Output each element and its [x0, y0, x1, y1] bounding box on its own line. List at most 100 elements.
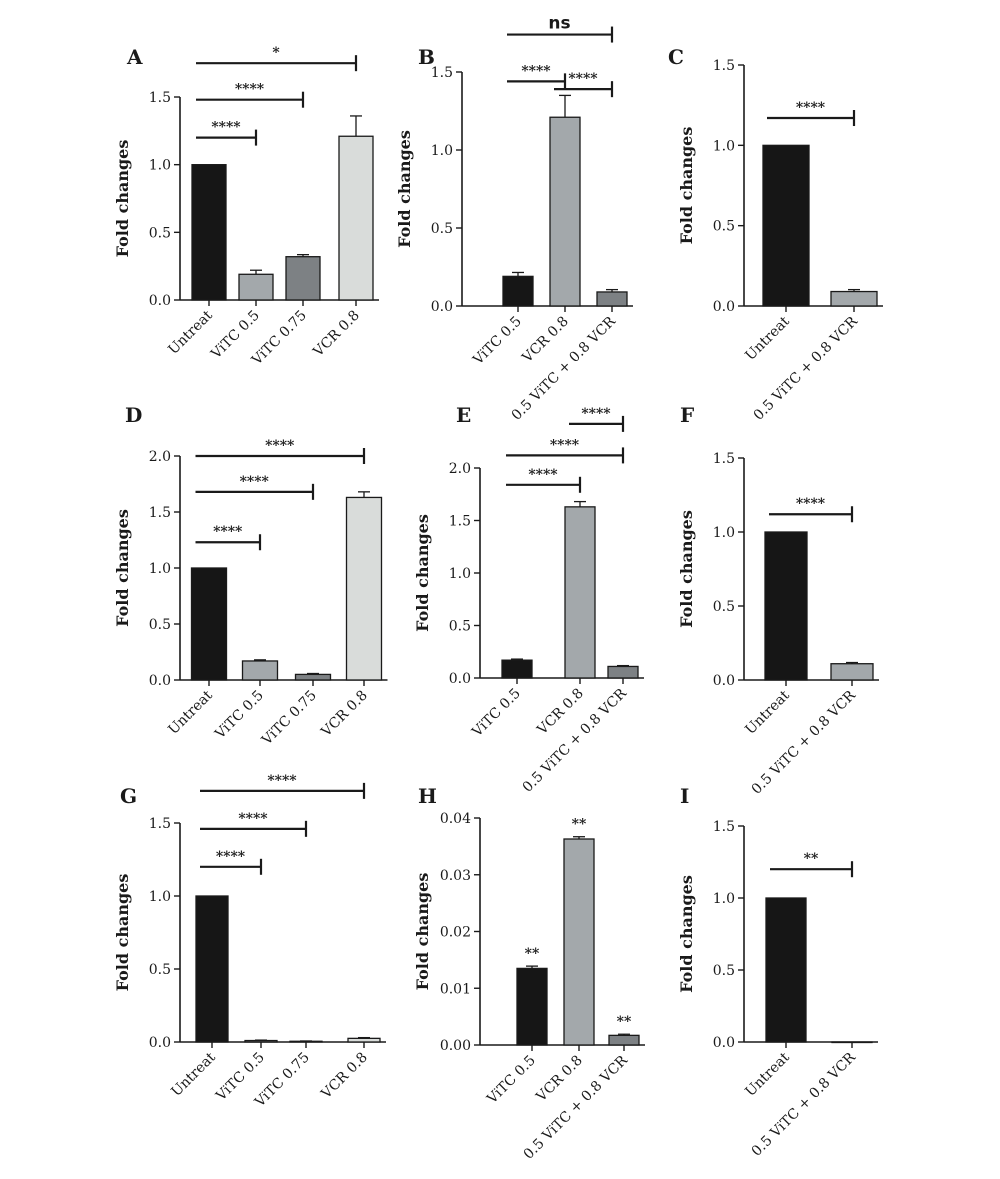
y-tick-label: 0.5 — [431, 221, 453, 237]
y-tick-label: 0.5 — [149, 962, 171, 978]
bar-1 — [762, 144, 810, 307]
significance-label: **** — [521, 63, 551, 79]
y-axis-title: Fold changes — [677, 510, 696, 628]
bar-3 — [596, 291, 628, 307]
y-tick-label: 0.0 — [149, 1035, 171, 1051]
bar-4 — [347, 1037, 381, 1043]
y-axis-title: Fold changes — [413, 873, 432, 991]
significance-label: **** — [796, 100, 826, 116]
significance-label: **** — [265, 438, 295, 454]
significance-label: **** — [216, 849, 246, 865]
y-tick-label: 0.5 — [449, 619, 471, 635]
panel-letter: D — [125, 403, 142, 427]
y-tick-label: 1.0 — [431, 143, 453, 159]
y-tick-label: 0.0 — [713, 1035, 735, 1051]
panel-letter: A — [126, 45, 143, 69]
y-tick-label: 0.00 — [440, 1038, 471, 1054]
y-tick-label: 0.5 — [149, 617, 171, 633]
panel-letter: G — [120, 784, 137, 808]
panel-letter: C — [668, 45, 684, 69]
panel-letter: H — [418, 784, 437, 808]
panel-letter: I — [680, 784, 689, 808]
panel-letter: B — [418, 45, 435, 69]
significance-label: **** — [238, 811, 268, 827]
y-tick-label: 1.0 — [149, 561, 171, 577]
bar-4 — [345, 496, 383, 681]
significance-label: ** — [617, 1014, 632, 1030]
significance-label: **** — [550, 437, 580, 453]
y-tick-label: 1.0 — [149, 158, 171, 174]
y-tick-label: 0.01 — [440, 981, 471, 997]
x-tick-label: VCR 0.8 — [318, 688, 371, 741]
y-tick-label: 1.0 — [713, 891, 735, 907]
significance-label: ** — [525, 946, 540, 962]
y-tick-label: 1.5 — [713, 58, 735, 74]
x-tick-label: ViTC 0.75 — [258, 688, 320, 750]
y-tick-label: 0.5 — [713, 963, 735, 979]
significance-label: **** — [581, 406, 611, 422]
y-tick-label: 1.5 — [149, 816, 171, 832]
y-tick-label: 1.5 — [149, 90, 171, 106]
bar-1 — [195, 895, 229, 1043]
x-tick-label: ViTC 0.5 — [469, 686, 524, 741]
bar-3 — [608, 1034, 640, 1046]
y-tick-label: 0.5 — [713, 599, 735, 615]
bar-1 — [765, 897, 807, 1043]
bar-3 — [607, 665, 639, 679]
y-tick-label: 0.0 — [713, 299, 735, 315]
y-axis-title: Fold changes — [395, 130, 414, 248]
bar-2 — [238, 273, 274, 301]
significance-label: **** — [235, 82, 265, 98]
y-tick-label: 0.0 — [149, 673, 171, 689]
x-tick-label: ViTC 0.5 — [212, 688, 267, 743]
x-tick-label: Untreat — [168, 1049, 219, 1100]
significance-label: **** — [213, 524, 243, 540]
y-axis-title: Fold changes — [677, 875, 696, 993]
panel-letter: F — [680, 403, 694, 427]
y-tick-label: 0.0 — [449, 671, 471, 687]
y-tick-label: 1.0 — [449, 566, 471, 582]
bar-2 — [830, 290, 878, 307]
bar-4 — [338, 135, 374, 301]
significance-label: **** — [211, 120, 241, 136]
significance-label: ** — [572, 817, 587, 833]
x-tick-label: VCR 0.8 — [310, 308, 363, 361]
significance-label: ** — [804, 851, 819, 867]
y-tick-label: 0.0 — [149, 293, 171, 309]
y-axis-title: Fold changes — [113, 509, 132, 627]
y-tick-label: 1.5 — [713, 819, 735, 835]
y-axis-title: Fold changes — [413, 514, 432, 632]
y-tick-label: 1.0 — [149, 889, 171, 905]
y-tick-label: 0.5 — [149, 225, 171, 241]
y-tick-label: 1.5 — [449, 514, 471, 530]
y-tick-label: 0.5 — [713, 219, 735, 235]
x-tick-label: Untreat — [165, 687, 216, 738]
bar-1 — [764, 531, 808, 681]
y-axis-title: Fold changes — [677, 127, 696, 245]
significance-label: **** — [796, 496, 826, 512]
significance-label: **** — [528, 467, 558, 483]
y-tick-label: 0.02 — [440, 925, 471, 941]
bar-2 — [241, 660, 279, 681]
y-tick-label: 0.04 — [440, 811, 471, 827]
y-axis-title: Fold changes — [113, 874, 132, 992]
y-tick-label: 1.5 — [713, 451, 735, 467]
y-tick-label: 1.5 — [431, 65, 453, 81]
x-tick-label: Untreat — [742, 687, 793, 738]
y-tick-label: 2.0 — [149, 449, 171, 465]
significance-label: ns — [548, 14, 570, 34]
bar-2 — [830, 663, 874, 681]
y-tick-label: 1.0 — [713, 525, 735, 541]
significance-label: **** — [568, 71, 598, 87]
x-tick-label: ViTC 0.5 — [484, 1053, 539, 1108]
y-axis-title: Fold changes — [113, 140, 132, 258]
y-tick-label: 2.0 — [449, 461, 471, 477]
